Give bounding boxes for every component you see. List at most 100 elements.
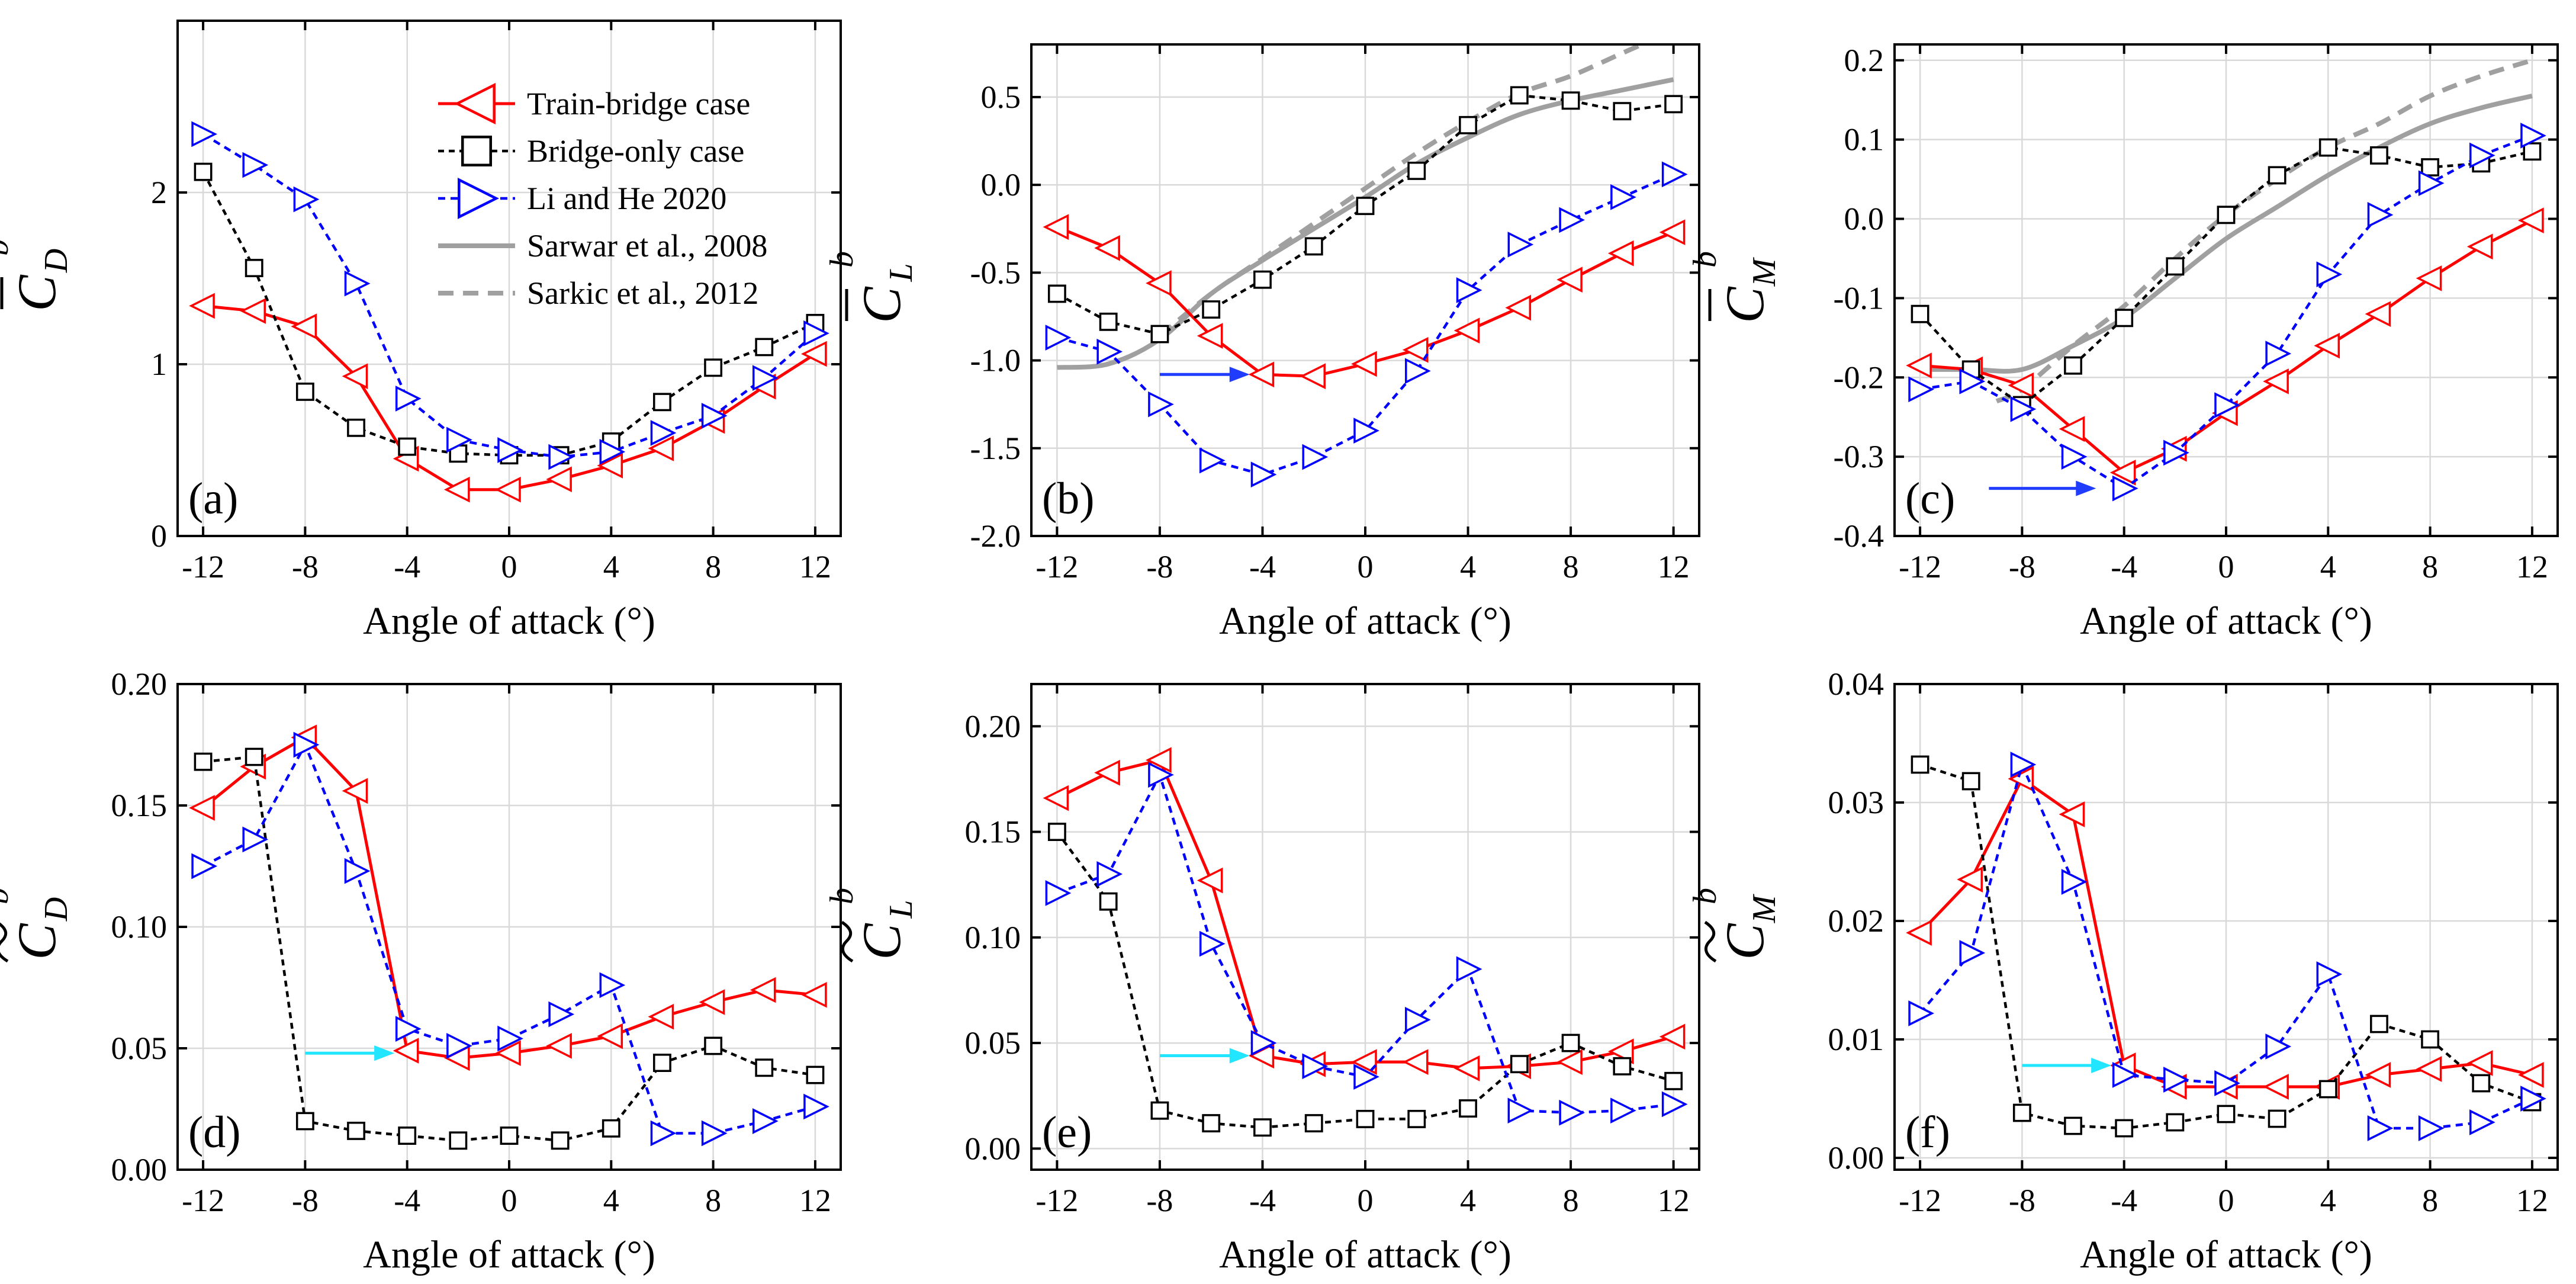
data-point-train_bridge [648,435,674,461]
data-point-bridge_only [1202,1114,1221,1132]
data-point-train_bridge [1351,351,1377,377]
data-point-train_bridge [801,981,827,1008]
y-tick-label: -1.0 [970,343,1021,378]
data-point-li_he [1908,1000,1934,1026]
data-point-li_he [548,1001,575,1028]
data-point-li_he [2163,439,2189,466]
data-point-train_bridge [1453,1055,1480,1081]
x-tick-label: 0 [1358,1183,1374,1218]
data-point-li_he [344,270,371,297]
data-point-train_bridge [2365,1062,2391,1088]
data-point-li_he [2265,1033,2292,1060]
data-point-li_he [1661,161,1688,188]
y-axis-superscript: b [824,888,860,904]
data-point-bridge_only [1253,270,1272,289]
data-point-li_he [2061,869,2088,895]
data-point-train_bridge [1402,1049,1429,1076]
data-point-train_bridge [1197,867,1223,894]
y-tick-label: 0.03 [1828,785,1884,820]
x-tick-label: 12 [2516,549,2548,585]
data-point-li_he [446,426,472,453]
data-point-train_bridge [443,476,470,503]
data-point-li_he [2469,1109,2495,1135]
data-point-bridge_only [1459,115,1477,134]
data-point-bridge_only [1664,1071,1683,1090]
series-bridge_only [1911,755,2542,1138]
legend-label: Li and He 2020 [527,181,726,216]
panel-label: (a) [188,474,238,524]
series-sarkic [1158,44,1648,338]
data-point-bridge_only [2064,1116,2082,1135]
data-point-bridge_only [602,1119,620,1138]
data-point-train_bridge [1402,336,1429,363]
data-point-train_bridge [1505,294,1532,321]
plot-area [1043,44,1688,488]
data-point-bridge_only [1664,95,1683,114]
x-axis-title: Angle of attack (°) [1219,1233,1511,1276]
data-point-bridge_only [194,162,213,181]
data-point-train_bridge [1094,235,1120,261]
data-point-li_he [1456,277,1482,303]
data-point-train_bridge [1607,1038,1634,1065]
data-point-train_bridge [2466,233,2493,260]
x-tick-label: -4 [1249,1183,1276,1218]
legend-entry-bridge_only: Bridge-only case [438,133,744,169]
data-point-train_bridge [1607,240,1634,267]
y-axis-title: CLb [824,251,919,323]
data-point-li_he [242,152,269,178]
y-axis-subscript: M [1746,893,1783,923]
series-bridge_only [1047,823,1683,1137]
x-tick-label: 0 [1358,549,1374,585]
y-tick-label: 0.05 [965,1025,1021,1061]
data-point-bridge_only [755,1058,774,1077]
plot-area [189,724,829,1150]
data-point-train_bridge [1043,785,1069,811]
series-line-sarkic [1158,44,1648,338]
x-tick-label: 12 [1658,549,1690,585]
data-point-li_he [1148,391,1174,418]
arrow-head [1229,1048,1250,1064]
data-point-bridge_only [1561,1033,1580,1052]
y-axis-subscript: M [1746,256,1783,287]
plot-area [189,121,829,503]
x-tick-label: -8 [2009,1183,2035,1218]
y-tick-label: -0.3 [1834,439,1884,474]
data-point-train_bridge [291,313,317,340]
data-point-li_he [2010,752,2037,778]
data-point-bridge_only [2421,1030,2440,1049]
data-point-bridge_only [500,1126,519,1145]
y-axis-superscript: b [824,251,860,268]
panel-label: (d) [188,1108,241,1157]
annotation-arrow [1159,1048,1250,1064]
chart-panel-d: -12 -8 -4 0 4 8 12 0.00 0.05 0.10 0.15 0.20 Angle of… [0,666,842,1276]
series-li_he [1908,752,2546,1141]
y-axis-superscript: b [0,239,15,256]
x-tick-label: 12 [2516,1183,2548,1218]
data-point-li_he [1661,1091,1688,1118]
data-point-li_he [2418,170,2445,197]
data-point-bridge_only [1150,1101,1169,1120]
y-tick-label: -2.0 [970,518,1021,554]
data-point-bridge_only [347,1121,365,1140]
data-point-train_bridge [1659,219,1686,246]
plot-area [1043,747,1688,1137]
data-point-train_bridge [342,778,368,804]
data-point-train_bridge [699,989,725,1015]
arrow-head [2076,480,2096,496]
data-point-train_bridge [1453,317,1480,344]
y-axis-subscript: L [883,263,919,282]
chart-panel-c: -12 -8 -4 0 4 8 12 -0.4 -0.3 -0.2 -0.1 0.0 0.1 0.2 Ang… [1687,43,2559,643]
data-point-train_bridge [189,795,215,821]
x-tick-label: 0 [501,1183,517,1218]
data-point-bridge_only [2268,166,2286,185]
x-tick-label: 0 [2218,1183,2234,1218]
y-axis-title: CLb [824,888,919,963]
y-tick-label: 0.2 [1844,43,1884,78]
y-tick-label: 2 [151,175,167,210]
data-point-train_bridge [1957,866,1983,893]
data-point-bridge_only [1253,1118,1272,1137]
data-point-bridge_only [1459,1099,1477,1118]
x-tick-label: -4 [394,1183,420,1218]
x-tick-label: 4 [2320,549,2336,585]
